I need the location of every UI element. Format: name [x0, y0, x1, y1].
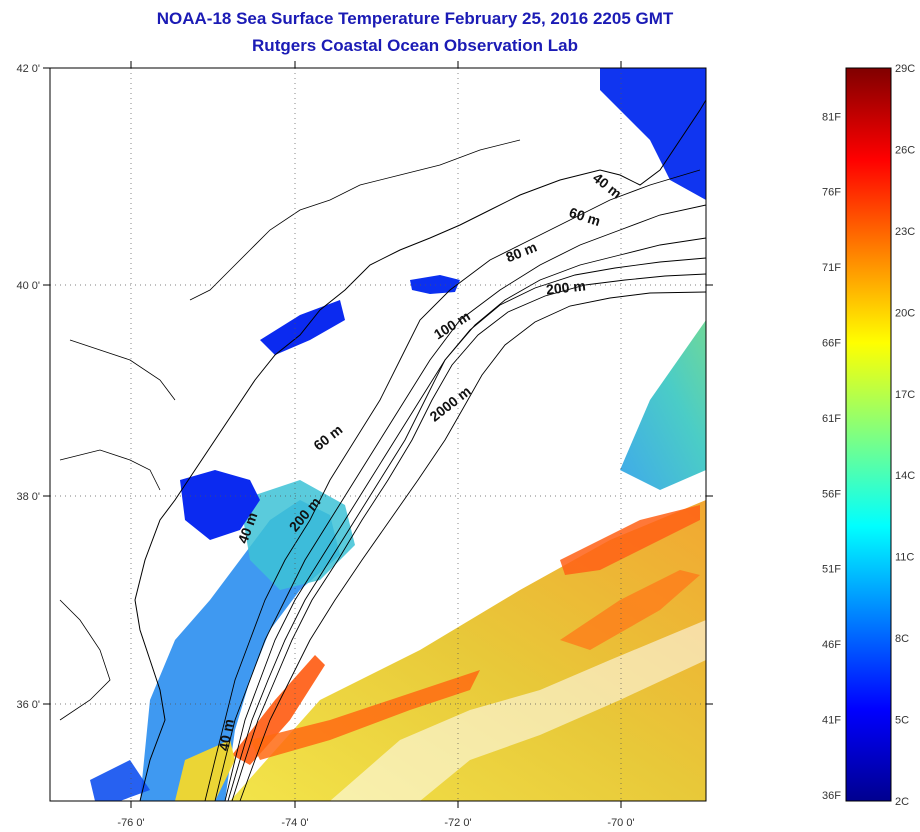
cold-water-sounds — [90, 760, 150, 801]
colorbar-celsius-label: 2C — [895, 796, 909, 808]
colorbar-fahrenheit-label: 36F — [822, 790, 841, 802]
lat-tick-label: 42 0' — [16, 63, 40, 75]
colorbar-celsius-label: 23C — [895, 226, 915, 238]
isobath-80m — [224, 237, 707, 802]
colorbar-celsius-label: 8C — [895, 633, 909, 645]
coastline-inland — [59, 139, 521, 721]
colorbar-fahrenheit-label: 51F — [822, 564, 841, 576]
colorbar-celsius-label: 17C — [895, 389, 915, 401]
isobath-2000m — [239, 291, 707, 802]
colorbar-fahrenheit-label: 81F — [822, 111, 841, 123]
cold-water-chesapeake — [180, 470, 260, 540]
lon-tick-label: -74 0' — [281, 817, 308, 829]
colorbar-fahrenheit-labels: 81F 76F 71F 66F 61F 56F 51F 46F 41F 36F — [822, 111, 841, 802]
shelf-water-mid — [240, 480, 355, 590]
sst-field — [90, 68, 706, 801]
colorbar-fahrenheit-label: 76F — [822, 187, 841, 199]
gulf-stream-eddy — [560, 505, 700, 575]
colorbar-fahrenheit-label: 41F — [822, 715, 841, 727]
colorbar-celsius-label: 26C — [895, 144, 915, 156]
colorbar-celsius-label: 20C — [895, 307, 915, 319]
lat-tick-label: 36 0' — [16, 699, 40, 711]
colorbar-fahrenheit-label: 46F — [822, 639, 841, 651]
cold-water-delaware-bay — [260, 300, 345, 355]
chart-title: NOAA-18 Sea Surface Temperature February… — [156, 9, 674, 28]
colorbar-celsius-label: 14C — [895, 470, 915, 482]
colorbar-fahrenheit-label: 66F — [822, 337, 841, 349]
colorbar-celsius-labels: 29C 26C 23C 20C 17C 14C 11C 8C 5C 2C — [895, 63, 915, 808]
isobath-40m — [204, 169, 701, 802]
colorbar-celsius-label: 5C — [895, 715, 909, 727]
cold-water-sound — [410, 275, 460, 294]
colorbar — [845, 67, 892, 802]
colorbar-celsius-label: 29C — [895, 63, 915, 75]
isobath-100m — [227, 257, 707, 802]
lon-tick-label: -70 0' — [607, 817, 634, 829]
colorbar-fahrenheit-label: 56F — [822, 488, 841, 500]
nearshore-warm-strip — [175, 740, 235, 801]
colorbar-celsius-label: 11C — [895, 552, 914, 564]
gulf-stream-core — [232, 655, 325, 765]
isobath-label: 200 m — [545, 277, 586, 297]
cold-water-gulf-of-maine — [600, 68, 706, 200]
lon-tick-label: -76 0' — [117, 817, 144, 829]
isobath-label: 40 m — [215, 718, 236, 752]
chart-subtitle: Rutgers Coastal Ocean Observation Lab — [252, 36, 578, 55]
coastline — [134, 99, 707, 802]
colorbar-fahrenheit-label: 61F — [822, 413, 841, 425]
gulf-stream-eddy-2 — [560, 570, 700, 650]
isobath-60m — [214, 204, 707, 802]
lat-tick-label: 38 0' — [16, 491, 40, 503]
warm-water-gaps — [330, 620, 706, 801]
slope-water-region — [620, 320, 706, 490]
graticule — [50, 68, 706, 801]
gulf-stream-filament — [250, 670, 480, 760]
lat-tick-label: 40 0' — [16, 280, 40, 292]
frame-ticks — [43, 61, 713, 808]
lon-tick-label: -72 0' — [444, 817, 471, 829]
colorbar-fahrenheit-label: 71F — [822, 262, 841, 274]
